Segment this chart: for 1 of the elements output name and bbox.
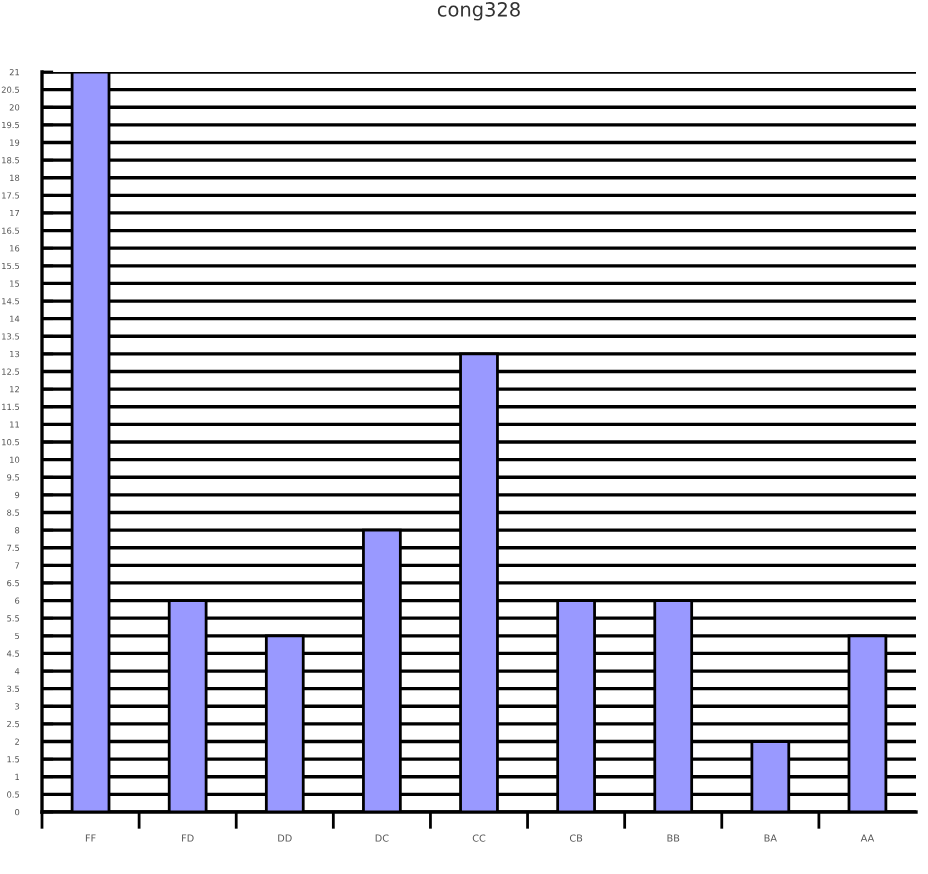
chart-title: cong328 <box>437 2 520 21</box>
